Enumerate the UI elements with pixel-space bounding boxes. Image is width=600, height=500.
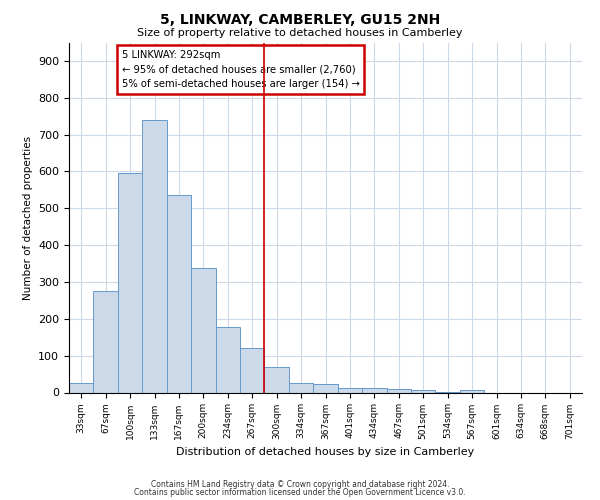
Text: Contains HM Land Registry data © Crown copyright and database right 2024.: Contains HM Land Registry data © Crown c… <box>151 480 449 489</box>
Bar <box>362 388 386 392</box>
Bar <box>142 120 167 392</box>
Bar <box>460 390 484 392</box>
Bar <box>215 327 240 392</box>
Bar <box>386 389 411 392</box>
Y-axis label: Number of detached properties: Number of detached properties <box>23 136 32 300</box>
Bar <box>94 291 118 392</box>
Bar <box>240 348 265 393</box>
Bar <box>313 384 338 392</box>
Bar <box>118 174 142 392</box>
Text: 5 LINKWAY: 292sqm
← 95% of detached houses are smaller (2,760)
5% of semi-detach: 5 LINKWAY: 292sqm ← 95% of detached hous… <box>122 50 359 90</box>
Bar <box>338 388 362 392</box>
Bar <box>411 390 436 392</box>
Bar <box>69 382 94 392</box>
Bar <box>191 268 215 392</box>
Bar <box>265 368 289 392</box>
Bar <box>167 196 191 392</box>
Text: Contains public sector information licensed under the Open Government Licence v3: Contains public sector information licen… <box>134 488 466 497</box>
Bar <box>289 382 313 392</box>
Text: Size of property relative to detached houses in Camberley: Size of property relative to detached ho… <box>137 28 463 38</box>
Text: 5, LINKWAY, CAMBERLEY, GU15 2NH: 5, LINKWAY, CAMBERLEY, GU15 2NH <box>160 12 440 26</box>
X-axis label: Distribution of detached houses by size in Camberley: Distribution of detached houses by size … <box>176 447 475 457</box>
